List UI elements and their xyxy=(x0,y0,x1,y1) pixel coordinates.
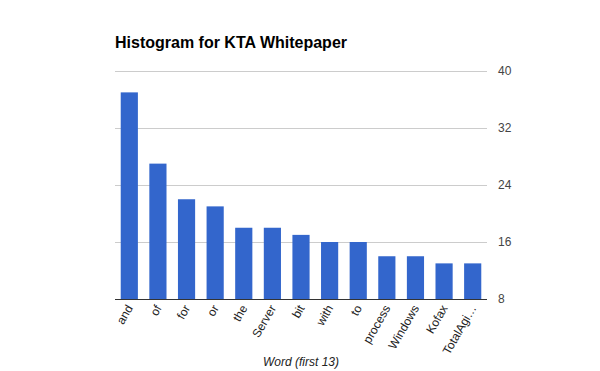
bar xyxy=(207,206,224,299)
bar xyxy=(464,263,481,299)
x-tick-label: TotalAgi… xyxy=(440,303,479,357)
bar xyxy=(178,199,195,299)
bar xyxy=(292,235,309,299)
y-tick-label: 24 xyxy=(498,178,512,192)
chart-title: Histogram for KTA Whitepaper xyxy=(115,34,347,51)
x-tick-label: of xyxy=(147,302,164,318)
grid-line xyxy=(115,299,487,300)
x-tick-label: to xyxy=(348,302,365,318)
chart-container: Histogram for KTA Whitepaper 8 16 24 32 40 and… xyxy=(0,0,600,371)
bar xyxy=(121,92,138,299)
x-tick-label: Windows xyxy=(386,303,422,352)
bar xyxy=(435,263,452,299)
x-tick-label: the xyxy=(230,302,251,324)
bar xyxy=(378,256,395,299)
bar xyxy=(235,228,252,299)
x-tick-label: Server xyxy=(249,302,279,340)
x-tick-label: for xyxy=(174,303,193,322)
grid-line xyxy=(115,185,487,186)
y-tick-label: 16 xyxy=(498,235,512,249)
y-tick-label: 32 xyxy=(498,121,512,135)
x-axis-line xyxy=(115,299,487,300)
x-tick-label: and xyxy=(114,303,136,327)
bar xyxy=(321,242,338,299)
chart-svg: Histogram for KTA Whitepaper 8 16 24 32 40 and… xyxy=(0,0,600,371)
grid-line xyxy=(115,71,487,72)
x-tick-label: Kofax xyxy=(423,303,450,337)
x-tick-label: with xyxy=(313,303,336,329)
bar xyxy=(350,242,367,299)
bar xyxy=(407,256,424,299)
bar xyxy=(149,164,166,299)
x-tick-label: bit xyxy=(289,302,308,321)
x-tick-label: or xyxy=(204,302,221,318)
bars xyxy=(121,92,482,299)
y-tick-label: 8 xyxy=(498,292,505,306)
x-axis-title: Word (first 13) xyxy=(263,355,339,369)
bar xyxy=(264,228,281,299)
y-tick-label: 40 xyxy=(498,64,512,78)
grid-line xyxy=(115,128,487,129)
